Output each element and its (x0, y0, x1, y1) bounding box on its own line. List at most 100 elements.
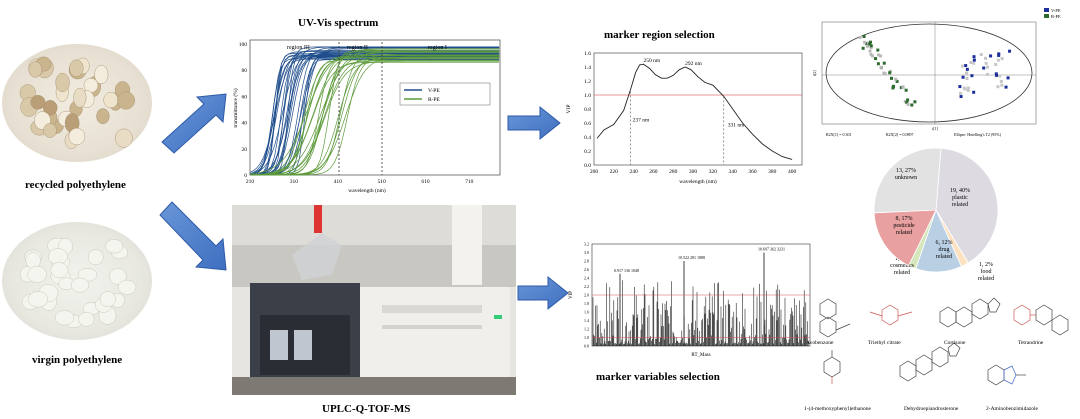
vip-annotation: 250 nm (644, 58, 661, 64)
arrow-to-marker-region (507, 105, 561, 141)
vip-curve (596, 63, 793, 160)
uvvis-title: UV-Vis spectrum (298, 17, 379, 29)
vpe-score-point (979, 53, 983, 57)
pca-footer-r2x1: R2X[1] = 0.301 (826, 132, 851, 137)
rpe-score-point (861, 46, 865, 50)
rpe-spectrum-line (250, 51, 500, 176)
pie-sublabel: related (894, 270, 910, 276)
pca-legend-vpe-swatch (1044, 8, 1049, 12)
vip-annotation: 237 nm (633, 118, 650, 124)
pie-label: 1, 2% (979, 262, 993, 268)
methoxyphenyl-ethanone-structure (823, 356, 841, 378)
vpe-score-point (965, 71, 969, 75)
uvvis-xtick: 410 (334, 179, 343, 185)
vip-ylabel: VIP (566, 105, 572, 114)
rpe-score-point (869, 45, 873, 49)
arrow-to-uvvis (161, 93, 227, 154)
virgin-pellet (105, 239, 124, 254)
avobenzone-structure (819, 298, 837, 320)
vip-annotation: 292 nm (685, 61, 702, 67)
vip-xtick: 380 (768, 169, 777, 175)
virgin-pellet (27, 265, 47, 283)
rpe-score-point (865, 44, 869, 48)
recycled-pellets-image (19, 56, 135, 149)
compound-label-avobenzone: Avobenzone (806, 340, 834, 346)
rpe-score-point (894, 77, 898, 81)
vpe-score-point (998, 74, 1002, 78)
vip-wavelength-chart: 250 nm 292 nm 237 nm 331 nm 200 220 240 260 280 3… (566, 51, 803, 185)
pca-footer-r2x2: R2X[2] = 0.0897 (886, 132, 913, 137)
uvvis-xtick: 510 (377, 179, 386, 185)
vip-annotation: 331 nm (728, 123, 745, 129)
marker-region-title: marker region selection (604, 29, 715, 41)
tetrandrine-structure (1013, 304, 1031, 326)
uvvis-ytick: 40 (242, 121, 248, 127)
rpe-score-point (906, 98, 910, 102)
recycled-caption: recycled polyethylene (25, 179, 126, 191)
rpe-spectrum-line (249, 49, 500, 175)
rpe-score-point (879, 65, 883, 69)
rpe-score-point (910, 103, 914, 107)
bar-ytick: 3.2 (584, 242, 589, 247)
pie-label: 19, 40% (950, 188, 970, 194)
rpe-spectrum-line (250, 61, 500, 176)
hotelling-ellipse (825, 23, 1033, 123)
vip-peak-label: 10.522 281 1888 (678, 255, 705, 260)
rpe-score-point (906, 102, 910, 106)
pie-sublabel: pesticide (893, 223, 915, 229)
vpe-score-point (970, 74, 974, 78)
recycled-pellet (43, 123, 57, 138)
recycled-pellet (43, 100, 58, 116)
pie-sublabel: unknown (895, 175, 917, 181)
rpe-score-point (888, 71, 892, 75)
rpe-score-point (863, 40, 867, 44)
rpe-score-point (869, 44, 873, 48)
rpe-score-point (874, 57, 878, 61)
recycled-pellet (28, 61, 43, 78)
compound-label-triethyl-citrate: Triethyl citrate (868, 340, 901, 346)
recycled-pellet (115, 128, 133, 148)
rpe-score-point (890, 76, 894, 80)
pie-slice (873, 209, 937, 267)
recycled-pellet (94, 65, 109, 85)
rpe-score-point (883, 72, 887, 76)
legend-rpe-label: R-PE (428, 97, 441, 103)
vip-xtick: 280 (669, 169, 678, 175)
pca-score-plot: V-PER-PE t[1] t[2] R2X[1] = 0.301 R2X[2] = 0… (812, 8, 1061, 137)
rpe-score-point (905, 101, 909, 105)
vpe-score-point (963, 87, 967, 91)
vpe-score-point (996, 85, 1000, 89)
recycled-pe-photo (2, 44, 152, 162)
dhea-structure (899, 360, 917, 382)
vip-xtick: 340 (729, 169, 738, 175)
rpe-score-point (891, 85, 895, 89)
rpe-score-point (904, 88, 908, 92)
vpe-score-point (959, 95, 963, 99)
vip-ytick: 1.4 (584, 65, 591, 71)
vpe-score-point (966, 88, 970, 92)
vip-ytick: 0.0 (584, 163, 591, 169)
vip-xtick: 240 (629, 169, 638, 175)
compound-label-methoxyphenyl-ethanone: 1-(4-methoxyphenyl)ethanone (804, 405, 871, 412)
vip-ytick: 1.6 (584, 51, 591, 57)
uvvis-ylabel: transmittance (%) (232, 88, 239, 127)
vip-xtick: 220 (610, 169, 619, 175)
rpe-score-point (871, 54, 875, 58)
virgin-pellet (54, 310, 75, 326)
vip-xlabel: wavelength (nm) (679, 178, 717, 185)
rpe-score-point (858, 35, 862, 39)
vip-xtick: 200 (590, 169, 599, 175)
vpe-score-point (972, 55, 976, 59)
rpe-score-point (879, 54, 883, 58)
virgin-pe-photo (2, 222, 152, 340)
triethyl-citrate-structure (881, 304, 899, 326)
rpe-score-point (903, 99, 907, 103)
bar-ytick: 0.8 (584, 344, 589, 349)
vpe-score-point (961, 75, 965, 79)
bar-ytick: 1.8 (584, 301, 589, 306)
recycled-pellet (68, 127, 86, 146)
vip-xtick: 320 (709, 169, 718, 175)
recycled-pellet (69, 59, 84, 77)
vpe-score-point (989, 54, 993, 58)
